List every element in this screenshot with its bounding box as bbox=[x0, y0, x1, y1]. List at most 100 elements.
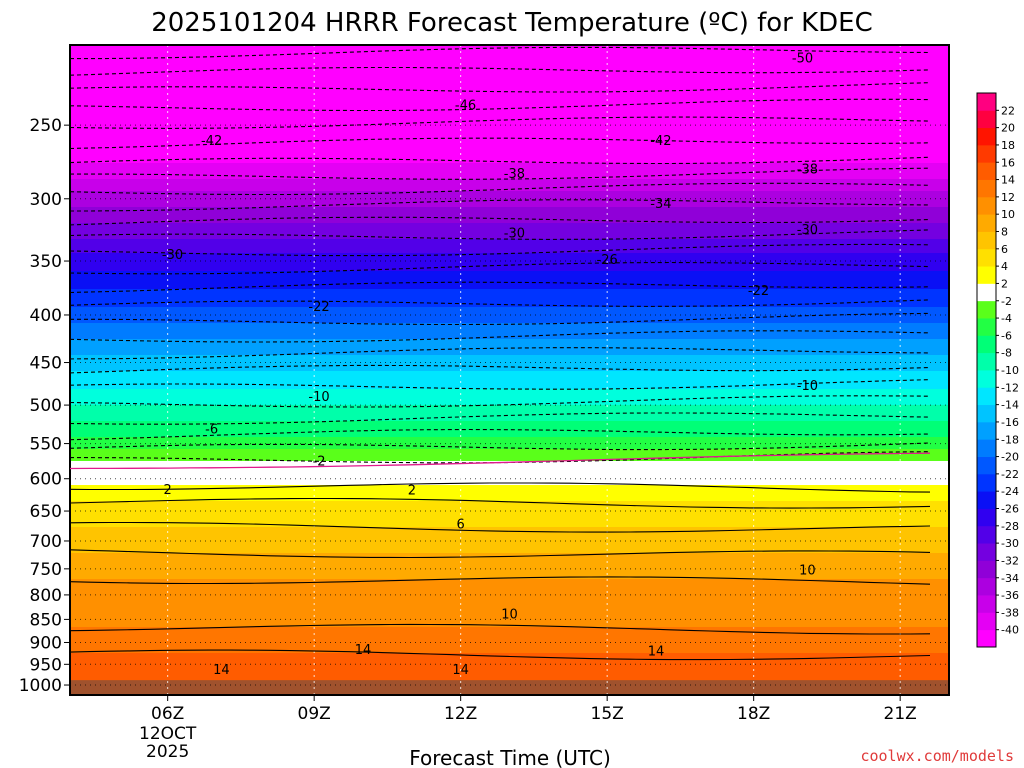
temperature-band bbox=[70, 443, 949, 446]
temperature-band bbox=[70, 103, 949, 106]
temperature-band bbox=[70, 255, 949, 258]
temperature-band bbox=[70, 245, 949, 248]
x-tick-label: 09Z bbox=[298, 704, 331, 724]
temperature-band bbox=[70, 95, 949, 98]
contour-label: 14 bbox=[355, 643, 372, 658]
temperature-band bbox=[70, 457, 949, 460]
temperature-band bbox=[70, 123, 949, 126]
colorbar-label: -26 bbox=[1001, 503, 1019, 516]
colorbar-label: 16 bbox=[1001, 156, 1015, 169]
contour-lines bbox=[69, 46, 931, 661]
temperature-band bbox=[70, 145, 949, 148]
isotherm-line bbox=[69, 576, 931, 585]
temperature-band bbox=[70, 287, 949, 290]
isotherm-line bbox=[69, 649, 931, 661]
colorbar-label: 2 bbox=[1001, 277, 1008, 290]
temperature-band bbox=[70, 219, 949, 222]
temperature-band bbox=[70, 387, 949, 390]
temperature-band bbox=[70, 659, 949, 662]
colorbar-label: -24 bbox=[1001, 485, 1019, 498]
y-tick-label: 1000 bbox=[19, 676, 62, 696]
temperature-band bbox=[70, 587, 949, 590]
colorbar-swatch bbox=[977, 248, 996, 267]
contour-label: 14 bbox=[213, 663, 230, 678]
temperature-band bbox=[70, 583, 949, 586]
temperature-band bbox=[70, 639, 949, 642]
isotherm-line bbox=[69, 623, 931, 635]
isotherm-line bbox=[69, 299, 931, 307]
colorbar-swatch bbox=[977, 370, 996, 388]
temperature-band bbox=[70, 283, 949, 286]
temperature-band bbox=[70, 617, 949, 620]
temperature-band bbox=[70, 429, 949, 432]
colorbar-swatch bbox=[977, 93, 996, 111]
temperature-band bbox=[70, 599, 949, 602]
temperature-band bbox=[70, 493, 949, 496]
colorbar-swatch bbox=[977, 179, 996, 198]
temperature-band bbox=[70, 503, 949, 506]
temperature-band bbox=[70, 205, 949, 208]
temperature-band bbox=[70, 167, 949, 170]
colorbar-swatch bbox=[977, 629, 996, 648]
colorbar-swatch bbox=[977, 473, 996, 492]
temperature-band bbox=[70, 259, 949, 262]
temperature-band bbox=[70, 309, 949, 312]
temperature-band bbox=[70, 369, 949, 372]
temperature-band bbox=[70, 165, 949, 168]
temperature-band bbox=[70, 231, 949, 234]
temperature-band bbox=[70, 515, 949, 518]
colorbar: -40-38-36-34-32-30-28-26-24-22-20-18-16-… bbox=[976, 92, 1019, 648]
temperature-band bbox=[70, 419, 949, 422]
x-tick-label: 06Z bbox=[151, 704, 184, 724]
colorbar-swatch bbox=[977, 283, 996, 302]
contour-label: -30 bbox=[504, 227, 525, 242]
colorbar-label: -40 bbox=[1001, 624, 1019, 637]
temperature-band bbox=[70, 341, 949, 344]
colorbar-swatch bbox=[977, 595, 996, 613]
temperature-band bbox=[70, 455, 949, 458]
y-tick-label: 900 bbox=[30, 633, 62, 653]
temperature-band bbox=[70, 217, 949, 220]
temperature-band bbox=[70, 191, 949, 194]
temperature-band bbox=[70, 327, 949, 330]
temperature-band bbox=[70, 163, 949, 166]
temperature-band bbox=[70, 337, 949, 340]
temperature-band bbox=[70, 221, 949, 224]
isotherm-line bbox=[69, 442, 931, 451]
temperature-band bbox=[70, 675, 949, 678]
freezing-line bbox=[69, 452, 931, 470]
temperature-band bbox=[70, 399, 949, 402]
temperature-band bbox=[70, 141, 949, 144]
y-tick-label: 600 bbox=[30, 470, 62, 490]
colorbar-label: -30 bbox=[1001, 537, 1019, 550]
y-tick-label: 350 bbox=[30, 252, 62, 272]
temperature-band bbox=[70, 541, 949, 544]
temperature-band bbox=[70, 335, 949, 338]
temperature-band bbox=[70, 77, 949, 80]
y-tick-label: 450 bbox=[30, 354, 62, 374]
temperature-band bbox=[70, 633, 949, 636]
temperature-band bbox=[70, 305, 949, 308]
temperature-band bbox=[70, 623, 949, 626]
temperature-band bbox=[70, 263, 949, 266]
temperature-band bbox=[70, 279, 949, 282]
contour-label: -50 bbox=[792, 52, 813, 67]
temperature-band bbox=[70, 657, 949, 660]
temperature-band bbox=[70, 595, 949, 598]
temperature-band bbox=[70, 319, 949, 322]
temperature-band bbox=[70, 223, 949, 226]
colorbar-swatch bbox=[977, 577, 996, 596]
y-tick-label: 950 bbox=[30, 655, 62, 675]
temperature-band bbox=[70, 539, 949, 542]
temperature-band bbox=[70, 591, 949, 594]
temperature-band bbox=[70, 545, 949, 548]
temperature-band bbox=[70, 561, 949, 564]
temperature-band bbox=[70, 627, 949, 630]
temperature-band bbox=[70, 601, 949, 604]
colorbar-swatch bbox=[977, 525, 996, 544]
temperature-band bbox=[70, 49, 949, 52]
contour-label: -42 bbox=[650, 134, 671, 149]
temperature-band bbox=[70, 525, 949, 528]
temperature-band bbox=[70, 169, 949, 172]
temperature-band bbox=[70, 481, 949, 484]
